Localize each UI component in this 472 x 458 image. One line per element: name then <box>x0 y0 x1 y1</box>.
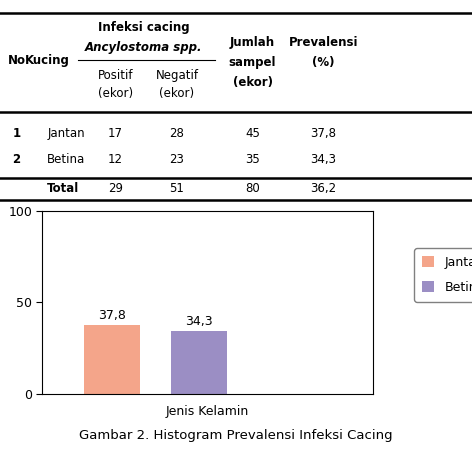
Text: (%): (%) <box>312 56 335 69</box>
Text: 23: 23 <box>169 153 185 166</box>
Text: 2: 2 <box>12 153 21 166</box>
Text: 45: 45 <box>245 127 260 140</box>
Text: sampel: sampel <box>229 56 276 69</box>
Text: Jantan: Jantan <box>47 127 85 140</box>
Legend: Jantan, Betina: Jantan, Betina <box>414 248 472 301</box>
Text: 34,3: 34,3 <box>185 315 213 328</box>
Text: Ancylostoma spp.: Ancylostoma spp. <box>85 41 202 54</box>
Text: Jumlah: Jumlah <box>230 36 275 49</box>
Bar <box>84 325 140 394</box>
Text: Positif: Positif <box>98 69 134 82</box>
Text: Gambar 2. Histogram Prevalensi Infeksi Cacing: Gambar 2. Histogram Prevalensi Infeksi C… <box>79 429 393 442</box>
X-axis label: Jenis Kelamin: Jenis Kelamin <box>166 405 249 418</box>
Text: Betina: Betina <box>47 153 85 166</box>
Text: Infeksi cacing: Infeksi cacing <box>98 21 190 34</box>
Text: 29: 29 <box>108 182 123 195</box>
Text: 12: 12 <box>108 153 123 166</box>
Text: 34,3: 34,3 <box>310 153 337 166</box>
Text: 51: 51 <box>169 182 185 195</box>
Text: 1: 1 <box>12 127 21 140</box>
Text: (ekor): (ekor) <box>233 76 272 89</box>
Text: 17: 17 <box>108 127 123 140</box>
Text: Total: Total <box>47 182 79 195</box>
Bar <box>171 331 227 394</box>
Text: 28: 28 <box>169 127 185 140</box>
Text: No: No <box>8 54 25 67</box>
Text: Kucing: Kucing <box>25 54 70 67</box>
Text: (ekor): (ekor) <box>98 87 133 100</box>
Text: 35: 35 <box>245 153 260 166</box>
Text: 80: 80 <box>245 182 260 195</box>
Text: 37,8: 37,8 <box>98 309 126 322</box>
Text: 36,2: 36,2 <box>310 182 337 195</box>
Text: (ekor): (ekor) <box>160 87 194 100</box>
Text: 37,8: 37,8 <box>310 127 337 140</box>
Text: Prevalensi: Prevalensi <box>288 36 358 49</box>
Text: Negatif: Negatif <box>155 69 199 82</box>
